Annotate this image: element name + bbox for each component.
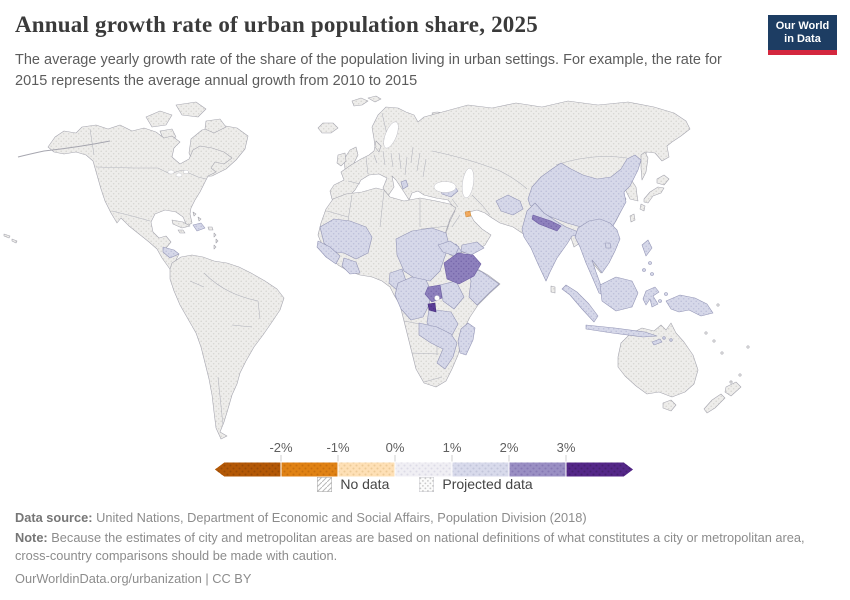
indonesia-small-islands	[642, 261, 673, 342]
region-hainan	[604, 242, 612, 249]
region-zambia-mozambique[interactable]	[418, 322, 458, 370]
note-line: Note: Because the estimates of city and …	[15, 529, 805, 564]
tick-label: 2%	[499, 440, 519, 455]
note-text: Because the estimates of city and metrop…	[15, 530, 805, 563]
citation-link[interactable]: OurWorldinData.org/urbanization | CC BY	[15, 571, 252, 587]
map-svg[interactable]	[0, 95, 850, 455]
east-asia-islands	[550, 151, 670, 294]
owid-logo[interactable]: Our World in Data	[768, 15, 837, 55]
region-rwanda-burundi[interactable]	[427, 302, 437, 313]
region-sumatra[interactable]	[561, 284, 599, 323]
tick-label: 0%	[385, 440, 405, 455]
region-sulawesi[interactable]	[642, 286, 660, 308]
region-south-america[interactable]	[169, 254, 285, 440]
aleutian-islands	[17, 140, 111, 158]
tick-label: -1%	[326, 440, 350, 455]
region-chad-sudan[interactable]	[395, 227, 450, 282]
region-australia[interactable]	[617, 322, 699, 398]
region-ireland[interactable]	[336, 152, 347, 167]
region-philippines[interactable]	[641, 239, 653, 257]
region-java[interactable]	[585, 324, 658, 338]
data-source-text: United Nations, Department of Economic a…	[96, 510, 587, 525]
data-source-label: Data source:	[15, 510, 93, 525]
region-new-guinea[interactable]	[665, 294, 714, 317]
chart-subtitle: The average yearly growth rate of the sh…	[15, 52, 722, 89]
legend-items: No data Projected data	[0, 476, 850, 492]
region-nepal[interactable]	[531, 214, 562, 232]
region-oman[interactable]	[460, 241, 485, 256]
region-ethiopia[interactable]	[443, 252, 482, 285]
region-dr-congo[interactable]	[394, 276, 432, 321]
region-new-zealand[interactable]	[724, 381, 742, 397]
legend-ticks	[280, 455, 567, 462]
map-land-layer[interactable]	[3, 95, 750, 440]
projected-data-swatch	[418, 476, 435, 492]
regions-above-3pct[interactable]	[427, 302, 437, 313]
region-honduras[interactable]	[162, 246, 180, 259]
region-cote-divoire[interactable]	[341, 257, 361, 275]
world-choropleth-map[interactable]	[0, 95, 850, 455]
region-afghanistan[interactable]	[495, 194, 524, 216]
region-timor	[651, 338, 663, 346]
region-hispaniola[interactable]	[192, 222, 206, 232]
owid-logo-line2: in Data	[784, 33, 821, 45]
no-data-swatch	[316, 476, 333, 492]
region-kuwait[interactable]	[464, 210, 472, 218]
note-label: Note:	[15, 530, 48, 546]
tick-label: -2%	[269, 440, 293, 455]
region-new-zealand-south[interactable]	[703, 393, 726, 414]
region-north-america[interactable]	[47, 124, 233, 276]
data-source-line: Data source: United Nations, Department …	[15, 509, 805, 526]
region-borneo[interactable]	[599, 276, 639, 312]
inland-water	[167, 121, 475, 301]
owid-logo-line1: Our World	[775, 20, 830, 32]
region-indochina[interactable]	[574, 218, 621, 296]
regions-1-2pct[interactable]	[162, 154, 714, 370]
footer: Data source: United Nations, Department …	[15, 509, 805, 588]
region-albania[interactable]	[400, 179, 409, 190]
tick-label: 3%	[556, 440, 576, 455]
legend-color-bar[interactable]	[213, 455, 635, 478]
region-yemen[interactable]	[437, 240, 460, 257]
projected-data-label: Projected data	[442, 476, 533, 492]
no-data-label: No data	[340, 476, 390, 492]
tick-label: 1%	[442, 440, 462, 455]
legend-bins[interactable]	[213, 461, 635, 478]
region-senegal-guinea[interactable]	[316, 240, 341, 265]
region-madagascar[interactable]	[457, 322, 476, 356]
region-china[interactable]	[527, 154, 642, 238]
small-islands	[3, 211, 750, 384]
region-iceland[interactable]	[317, 122, 339, 134]
region-tasmania	[662, 399, 677, 412]
page-title: Annual growth rate of urban population s…	[15, 12, 538, 37]
